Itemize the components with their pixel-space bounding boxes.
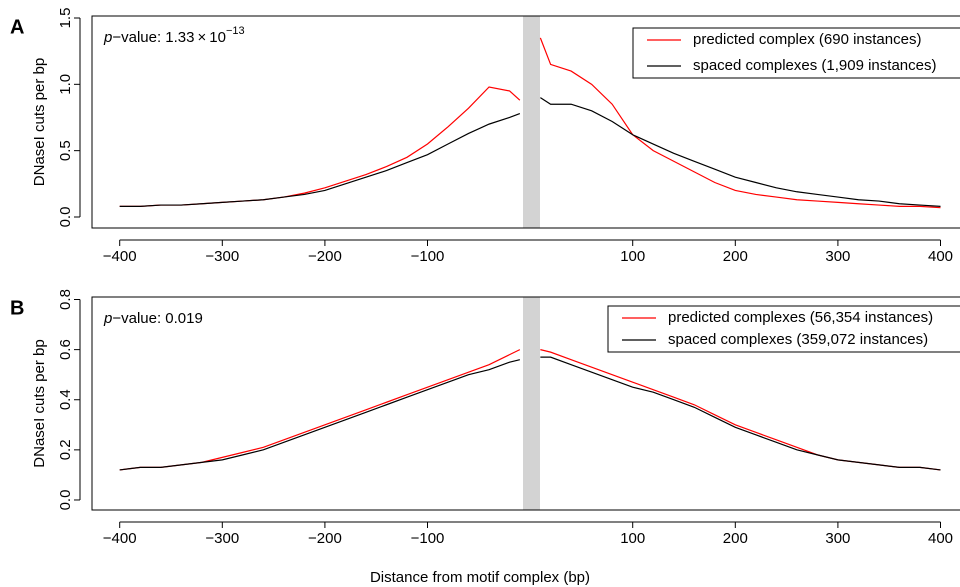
x-tick-label: −200 — [308, 530, 342, 547]
y-tick-label: 1.0 — [57, 74, 74, 95]
p-value-italic: p — [103, 310, 112, 327]
y-tick-label: 0.0 — [57, 207, 74, 228]
x-tick-label: 100 — [620, 530, 645, 547]
legend-box — [607, 305, 960, 353]
legend-label: predicted complexes (56,354 instances) — [668, 309, 933, 326]
y-tick-label: 1.5 — [57, 8, 74, 29]
x-tick-label: 200 — [723, 530, 748, 547]
legend-label: spaced complexes (359,072 instances) — [668, 331, 928, 348]
p-value: p−value: 1.33 × 10−13 — [103, 25, 245, 46]
x-tick-label: −100 — [411, 530, 445, 547]
x-tick-label: −100 — [411, 248, 445, 265]
x-tick-label: 300 — [825, 530, 850, 547]
x-tick-label: −300 — [205, 248, 239, 265]
y-tick-label: 0.0 — [57, 490, 74, 511]
y-axis-label: DNaseI cuts per bp — [31, 58, 48, 186]
x-tick-label: 400 — [928, 530, 953, 547]
x-tick-label: −300 — [205, 530, 239, 547]
x-tick-label: 200 — [723, 248, 748, 265]
panel-letter: B — [10, 297, 24, 319]
legend-label: predicted complex (690 instances) — [693, 31, 921, 48]
x-tick-label: −400 — [103, 530, 137, 547]
plot-frame — [91, 15, 960, 229]
y-axis-label: DNaseI cuts per bp — [31, 339, 48, 467]
x-tick-label: 100 — [620, 248, 645, 265]
legend-box — [632, 27, 960, 79]
x-axis-label: Distance from motif complex (bp) — [370, 569, 590, 586]
y-tick-label: 0.6 — [57, 339, 74, 360]
data-line — [119, 356, 941, 471]
p-value-exponent: −13 — [226, 25, 245, 37]
p-value-text: −value: 1.33 × 10 — [112, 29, 226, 46]
motif-band — [523, 297, 540, 510]
data-line — [119, 97, 941, 207]
legend-label: spaced complexes (1,909 instances) — [693, 57, 936, 74]
p-value-text: −value: 0.019 — [112, 310, 203, 327]
panel-letter: A — [10, 16, 24, 38]
y-tick-label: 0.4 — [57, 389, 74, 410]
y-tick-label: 0.5 — [57, 140, 74, 161]
x-tick-label: −200 — [308, 248, 342, 265]
y-tick-label: 0.8 — [57, 289, 74, 310]
p-value-italic: p — [103, 29, 112, 46]
plot-frame — [91, 296, 960, 511]
x-tick-label: 400 — [928, 248, 953, 265]
x-tick-label: 300 — [825, 248, 850, 265]
x-tick-label: −400 — [103, 248, 137, 265]
p-value: p−value: 0.019 — [103, 310, 203, 327]
y-tick-label: 0.2 — [57, 439, 74, 460]
motif-band — [523, 16, 540, 228]
